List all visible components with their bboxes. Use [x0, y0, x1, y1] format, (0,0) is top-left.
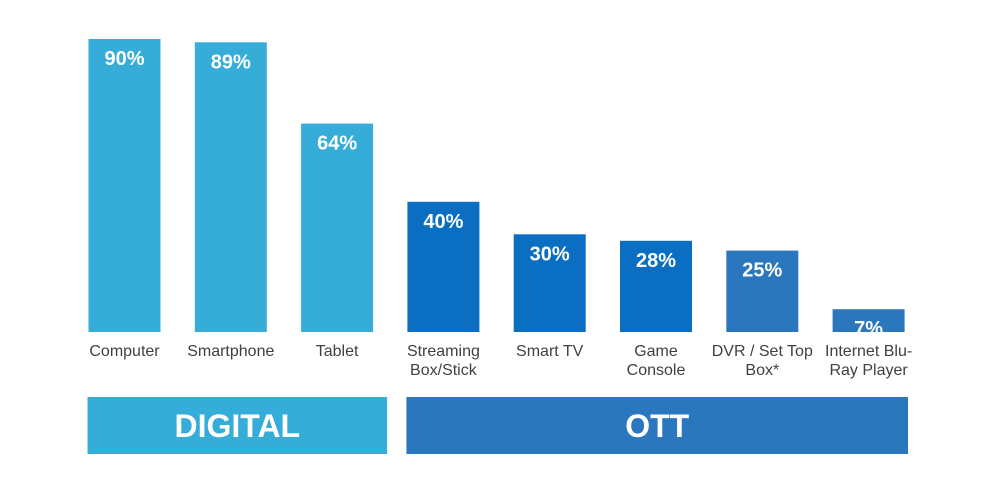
category-labels-layer: Computer Smartphone Tablet Streaming Box/Sti… — [89, 343, 912, 379]
bar-value-label-1: 89% — [211, 51, 251, 73]
category-label-line: Computer — [89, 343, 160, 360]
category-label-line: Streaming — [407, 343, 480, 360]
category-label-7: Internet Blu- Ray Player — [825, 343, 912, 379]
category-label-line: Game — [634, 343, 678, 360]
bar-6 — [726, 250, 799, 332]
bar-value-label-6: 25% — [742, 260, 782, 282]
category-label-line: Tablet — [316, 343, 359, 360]
bar-7 — [832, 309, 905, 332]
category-label-line: Smartphone — [187, 343, 274, 360]
category-label-3: Streaming Box/Stick — [407, 343, 480, 379]
category-label-line: Smart TV — [516, 343, 584, 360]
bar-3 — [407, 201, 480, 332]
category-label-5: Game Console — [627, 343, 686, 379]
bar-4 — [513, 234, 586, 332]
bar-value-label-7: 7% — [854, 318, 883, 340]
group-label-ott: OTT — [625, 408, 689, 444]
category-label-line: DVR / Set Top — [712, 343, 813, 360]
bar-2 — [301, 123, 374, 332]
category-label-0: Computer — [89, 343, 160, 360]
category-label-1: Smartphone — [187, 343, 274, 360]
bar-value-label-0: 90% — [104, 48, 144, 70]
category-label-line: Console — [627, 362, 686, 379]
category-label-line: Box/Stick — [410, 362, 478, 379]
category-label-line: Ray Player — [829, 362, 908, 379]
group-banner-digital — [87, 397, 388, 454]
bar-1 — [194, 42, 267, 333]
bars-layer: 90% 89% 64% 40% 30% 28% 25% 7% — [88, 39, 905, 340]
category-label-6: DVR / Set Top Box* — [712, 343, 813, 379]
group-banner-ott — [406, 397, 908, 454]
bar-0 — [88, 39, 161, 332]
category-label-line: Internet Blu- — [825, 343, 912, 360]
category-label-4: Smart TV — [516, 343, 584, 360]
bar-value-label-2: 64% — [317, 133, 357, 155]
category-label-2: Tablet — [316, 343, 359, 360]
bar-5 — [620, 240, 692, 332]
bar-value-label-3: 40% — [423, 211, 463, 233]
bar-value-label-4: 30% — [530, 243, 570, 265]
category-label-line: Box* — [745, 362, 779, 379]
group-banners-layer: DIGITAL OTT — [87, 397, 908, 454]
bar-value-label-5: 28% — [636, 250, 676, 272]
group-label-digital: DIGITAL — [174, 408, 300, 444]
